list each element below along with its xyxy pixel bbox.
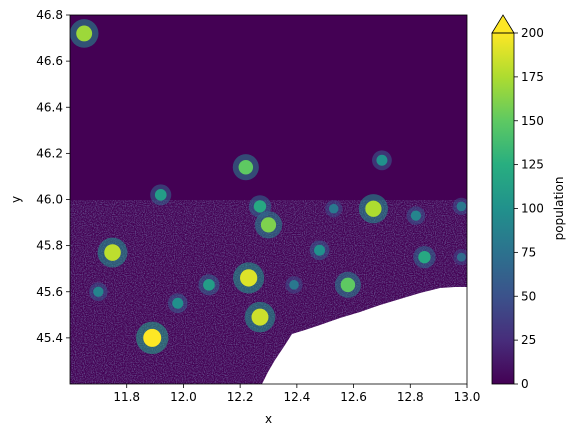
heatmap-hotspots <box>70 19 467 355</box>
colorbar-extend-arrow <box>491 14 515 34</box>
colorbar-tick-label: 0 <box>521 377 529 391</box>
x-tick-label: 12.8 <box>397 390 424 404</box>
hotspot-cell <box>418 250 431 264</box>
x-tick-label: 12.4 <box>283 390 310 404</box>
colorbar-ticks: 0 25 50 75 100 125 150 175 200 <box>514 26 544 391</box>
x-axis: 11.8 12.0 12.2 12.4 12.6 12.8 13.0 <box>113 384 480 404</box>
x-tick-label: 12.2 <box>227 390 254 404</box>
hotspot-cell <box>93 286 104 297</box>
colorbar-tick-label: 150 <box>521 114 544 128</box>
colorbar-tick-label: 50 <box>521 289 536 303</box>
y-tick-label: 46.4 <box>36 100 63 114</box>
hotspot-cell <box>240 269 258 287</box>
hotspot-cell <box>104 244 121 261</box>
hotspot-cell <box>203 278 215 291</box>
colorbar-tick-label: 175 <box>521 70 544 84</box>
hotspot-cell <box>410 210 422 221</box>
colorbar-tick-label: 75 <box>521 245 536 259</box>
y-tick-label: 45.6 <box>36 285 63 299</box>
hotspot-cell <box>328 203 339 214</box>
hotspot-cell <box>251 308 269 326</box>
y-tick-label: 46.8 <box>36 8 63 22</box>
x-tick-label: 12.0 <box>170 390 197 404</box>
hotspot-cell <box>76 25 93 42</box>
hotspot-cell <box>456 252 466 262</box>
hotspot-cell <box>253 200 267 213</box>
hotspot-cell <box>260 217 277 233</box>
colorbar-tick-label: 125 <box>521 158 544 172</box>
colorbar-tick-label: 25 <box>521 333 536 347</box>
colorbar-label: population <box>552 177 566 241</box>
plot-area <box>70 15 467 384</box>
colorbar-gradient <box>492 33 514 384</box>
hotspot-cell <box>365 200 382 217</box>
hotspot-cell <box>376 154 388 166</box>
y-axis-label: y <box>9 196 23 203</box>
y-tick-label: 45.8 <box>36 239 63 253</box>
colorbar-tick-label: 200 <box>521 26 544 40</box>
y-tick-label: 46.2 <box>36 146 63 160</box>
x-tick-label: 13.0 <box>454 390 481 404</box>
x-axis-label: x <box>265 412 272 426</box>
hotspot-cell <box>143 328 162 347</box>
x-tick-label: 11.8 <box>113 390 140 404</box>
y-tick-label: 46.6 <box>36 54 63 68</box>
y-tick-label: 45.4 <box>36 331 63 345</box>
hotspot-cell <box>340 277 356 293</box>
colorbar-tick-label: 100 <box>521 202 544 216</box>
x-tick-label: 12.6 <box>340 390 367 404</box>
hotspot-cell <box>238 159 254 175</box>
y-tick-label: 46.0 <box>36 193 63 207</box>
nodata-region <box>262 287 467 384</box>
hotspot-cell <box>172 297 184 309</box>
hotspot-cell <box>314 244 326 256</box>
hotspot-cell <box>289 280 299 290</box>
hotspot-cell <box>154 189 167 201</box>
colorbar: 0 25 50 75 100 125 150 175 200 population <box>491 14 566 391</box>
hotspot-cell <box>456 201 467 212</box>
y-axis: 45.4 45.6 45.8 46.0 46.2 46.4 46.6 46.8 <box>36 8 70 345</box>
